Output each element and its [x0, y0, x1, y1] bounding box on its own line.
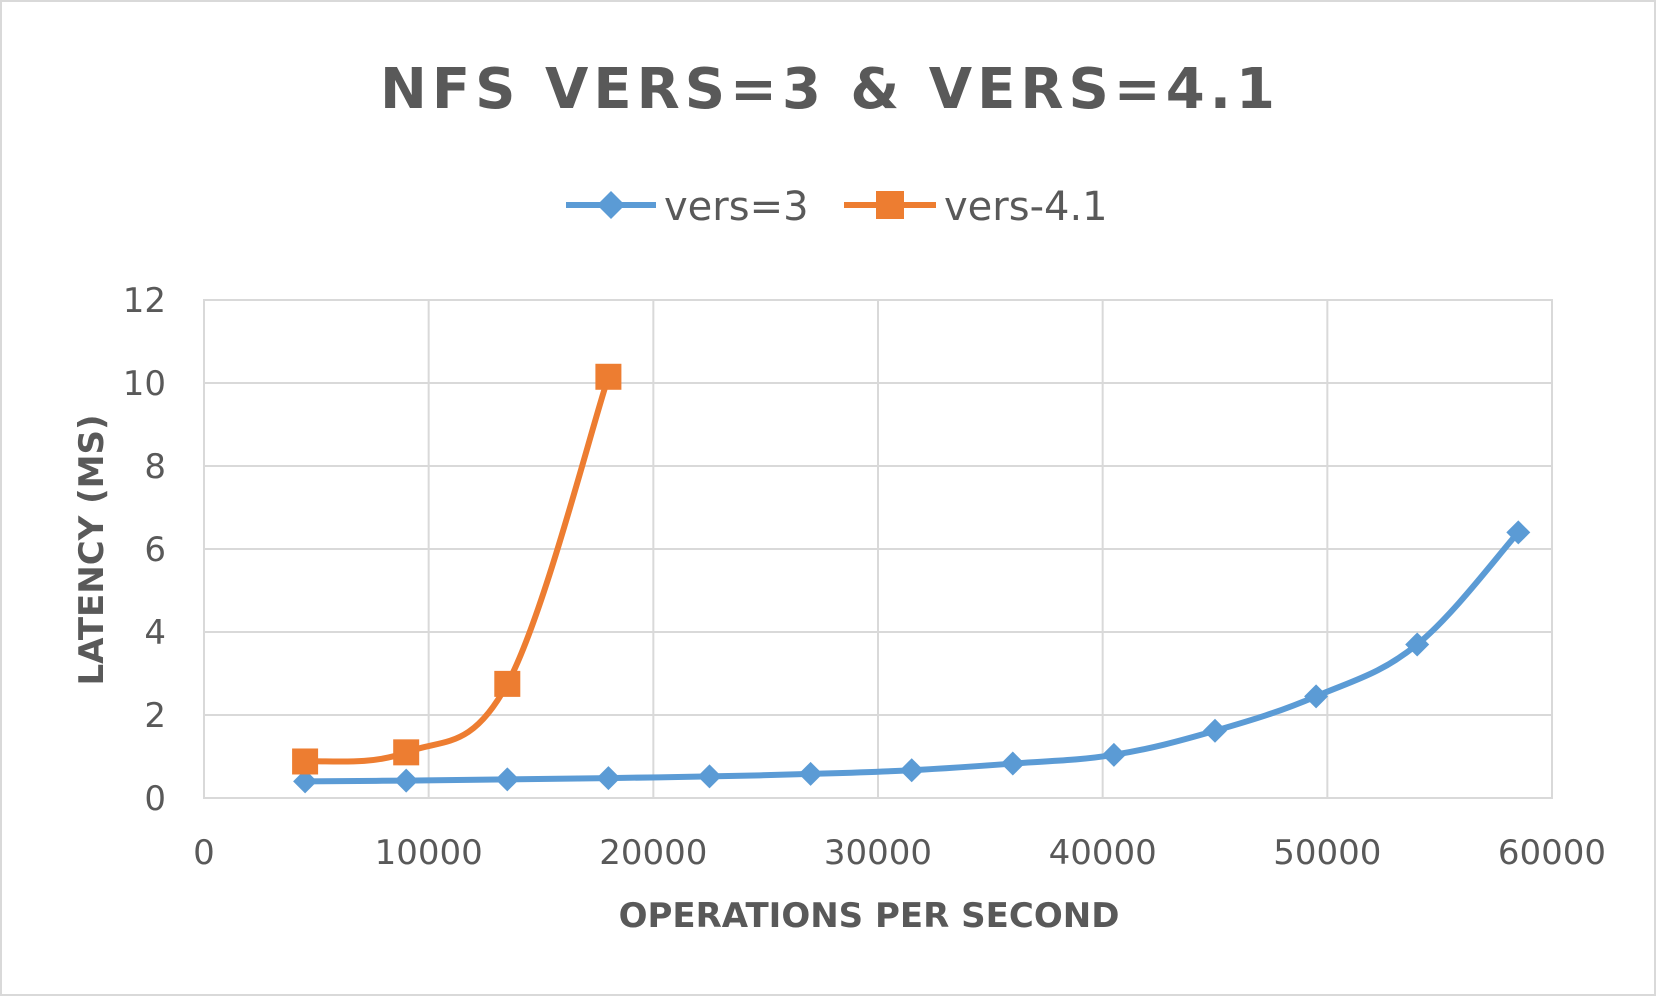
series-line-1 — [304, 375, 612, 765]
y-tick-label: 10 — [123, 364, 166, 404]
y-tick-label: 2 — [144, 696, 166, 736]
data-point-0 — [1101, 742, 1126, 767]
data-point-0 — [596, 766, 621, 791]
data-point-1 — [393, 739, 420, 766]
y-tick-label: 12 — [123, 281, 166, 321]
data-point-0 — [495, 767, 520, 792]
data-point-0 — [1506, 520, 1531, 545]
data-point-1 — [292, 748, 319, 775]
series — [292, 363, 1531, 794]
chart-title: NFS VERS=3 & VERS=4.1 — [380, 57, 1280, 122]
data-point-0 — [293, 769, 318, 794]
x-tick-label: 30000 — [824, 833, 932, 873]
legend: vers=3 vers-4.1 — [566, 184, 1108, 230]
tick-labels: 0 10000 20000 30000 40000 50000 60000 0 2 4 6 8 10 12 — [123, 281, 1606, 873]
x-tick-label: 0 — [193, 833, 215, 873]
data-point-0 — [1405, 632, 1430, 657]
x-tick-label: 20000 — [599, 833, 707, 873]
data-point-0 — [697, 764, 722, 789]
legend-marker-vers41 — [876, 191, 904, 219]
y-tick-label: 6 — [144, 530, 166, 570]
data-point-0 — [798, 761, 823, 786]
y-tick-label: 4 — [144, 613, 166, 653]
y-axis-label: LATENCY (MS) — [72, 414, 112, 685]
legend-label-vers41: vers-4.1 — [944, 184, 1108, 230]
data-point-1 — [595, 363, 622, 390]
legend-label-vers3: vers=3 — [664, 184, 809, 230]
data-point-0 — [1203, 718, 1227, 743]
x-tick-label: 40000 — [1049, 833, 1157, 873]
data-point-0 — [899, 758, 924, 783]
data-point-0 — [1000, 751, 1025, 776]
y-tick-label: 8 — [144, 447, 166, 487]
gridlines — [203, 299, 1553, 799]
data-point-0 — [1304, 684, 1329, 709]
x-tick-label: 10000 — [375, 833, 483, 873]
x-axis-label: OPERATIONS PER SECOND — [619, 896, 1120, 936]
y-tick-label: 0 — [144, 779, 166, 819]
data-point-1 — [494, 670, 521, 697]
series-line-0 — [305, 530, 1521, 785]
x-tick-label: 50000 — [1273, 833, 1381, 873]
data-point-0 — [394, 768, 419, 793]
legend-marker-vers3 — [597, 191, 625, 219]
x-tick-label: 60000 — [1498, 833, 1606, 873]
